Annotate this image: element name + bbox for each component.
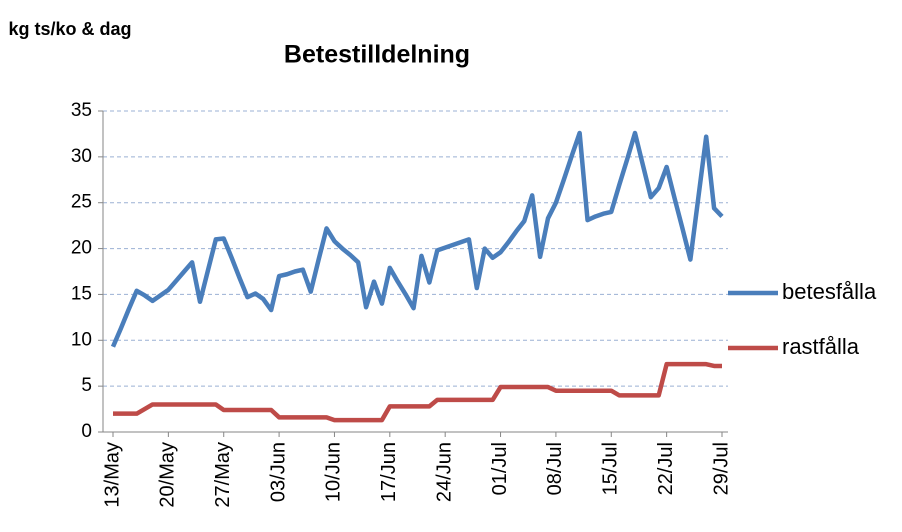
chart-title: Betestilldelning xyxy=(284,41,470,69)
x-tick-label: 15/Jul xyxy=(600,442,622,495)
y-tick-label: 30 xyxy=(71,146,92,167)
x-tick-label: 03/Jun xyxy=(267,442,289,502)
y-tick-label: 35 xyxy=(71,100,92,121)
x-tick-label: 10/Jun xyxy=(323,442,345,502)
x-tick-label: 27/May xyxy=(212,442,234,508)
x-tick-label: 22/Jul xyxy=(655,442,677,495)
y-axis-label: kg ts/ko & dag xyxy=(8,19,132,39)
x-tick-label: 08/Jul xyxy=(544,442,566,495)
y-tick-label: 15 xyxy=(71,283,92,304)
x-tick-label: 29/Jul xyxy=(710,442,732,495)
y-tick-label: 0 xyxy=(81,421,92,442)
line-series xyxy=(110,130,724,348)
x-tick-label: 24/Jun xyxy=(433,442,455,502)
y-tick-label: 20 xyxy=(71,238,92,259)
x-tick-label: 17/Jun xyxy=(378,442,400,502)
x-tick-label: 20/May xyxy=(157,442,179,508)
x-tick-label: 01/Jul xyxy=(489,442,511,495)
x-tick-label: 13/May xyxy=(101,442,123,508)
line-series xyxy=(113,361,722,423)
legend-label: betesfålla xyxy=(782,279,877,304)
legend-label: rastfålla xyxy=(782,334,860,359)
y-tick-label: 25 xyxy=(71,192,92,213)
y-tick-label: 5 xyxy=(81,375,92,396)
y-tick-label: 10 xyxy=(71,329,92,350)
